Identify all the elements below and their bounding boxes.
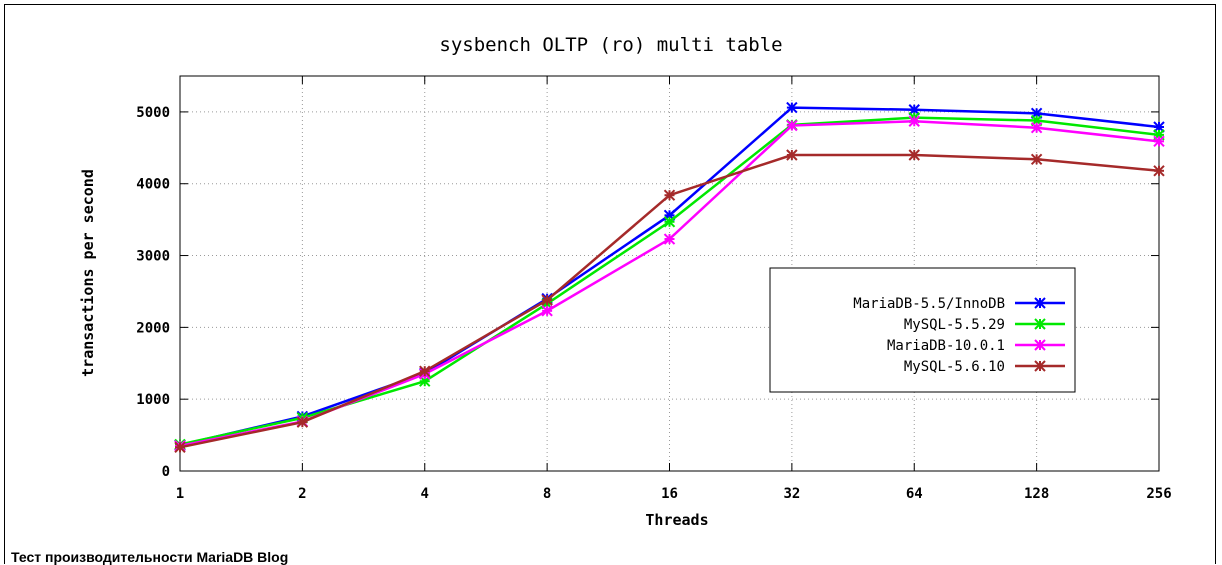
x-tick-label: 128 [1024, 486, 1049, 502]
legend-marker [1034, 318, 1046, 330]
data-point [786, 101, 798, 114]
y-tick-label: 1000 [136, 392, 170, 408]
y-tick-label: 0 [162, 464, 170, 480]
data-point [1153, 135, 1165, 148]
data-point [1030, 153, 1043, 166]
y-tick-label: 4000 [136, 177, 170, 193]
legend-label: MariaDB-5.5/InnoDB [853, 296, 1005, 312]
y-tick-label: 2000 [136, 320, 170, 336]
x-tick-label: 256 [1146, 486, 1171, 502]
data-point [174, 441, 186, 454]
legend-box [769, 267, 1076, 393]
legend-entry: MySQL-5.6.10 [904, 359, 1065, 375]
data-point [296, 416, 309, 428]
data-point [908, 149, 920, 161]
legend-marker [1034, 360, 1046, 372]
data-point [541, 305, 553, 317]
data-point [786, 119, 798, 132]
data-point [1030, 122, 1043, 134]
ticks-layer: 0 1000 2000 3000 4000 5000 1 2 4 8 16 32 64 128 256 [136, 76, 1172, 502]
data-point [908, 115, 920, 127]
x-tick-label: 64 [906, 486, 923, 502]
data-point [419, 365, 431, 377]
legend-entry: MariaDB-5.5/InnoDB [853, 296, 1065, 312]
x-tick-label: 4 [421, 486, 429, 502]
chart-title: sysbench OLTP (ro) multi table [439, 34, 782, 56]
data-point [786, 149, 798, 161]
y-axis-label: transactions per second [79, 169, 97, 377]
line-chart: 0 1000 2000 3000 4000 5000 1 2 4 8 16 32 64 128 256 sy… [79, 34, 1172, 529]
x-tick-label: 32 [783, 486, 800, 502]
legend-label: MariaDB-10.0.1 [887, 338, 1005, 354]
legend-marker [1034, 339, 1046, 351]
data-point [541, 294, 553, 306]
legend-marker [1034, 297, 1046, 309]
legend: MariaDB-5.5/InnoDB MySQL-5.5.29 MariaDB-10… [769, 267, 1076, 393]
data-point [663, 233, 676, 245]
y-tick-label: 3000 [136, 249, 170, 265]
y-tick-label: 5000 [136, 105, 170, 121]
data-point [1153, 165, 1165, 177]
data-point [663, 216, 676, 228]
image-caption: Тест производительности MariaDB Blog [11, 549, 289, 565]
x-tick-label: 8 [543, 486, 551, 502]
legend-label: MySQL-5.6.10 [904, 359, 1005, 375]
legend-entry: MySQL-5.5.29 [904, 317, 1065, 333]
x-axis-label: Threads [645, 511, 708, 529]
legend-items: MariaDB-5.5/InnoDB MySQL-5.5.29 MariaDB-10… [853, 296, 1065, 375]
series-mysql-5-6-10 [174, 149, 1165, 454]
legend-label: MySQL-5.5.29 [904, 317, 1005, 333]
x-tick-label: 1 [176, 486, 184, 502]
chart-frame: 0 1000 2000 3000 4000 5000 1 2 4 8 16 32 64 128 256 sy… [4, 4, 1216, 565]
legend-entry: MariaDB-10.0.1 [887, 338, 1065, 354]
x-tick-label: 16 [661, 486, 678, 502]
x-tick-label: 2 [298, 486, 306, 502]
series-layer [174, 101, 1165, 454]
data-point [663, 189, 676, 201]
